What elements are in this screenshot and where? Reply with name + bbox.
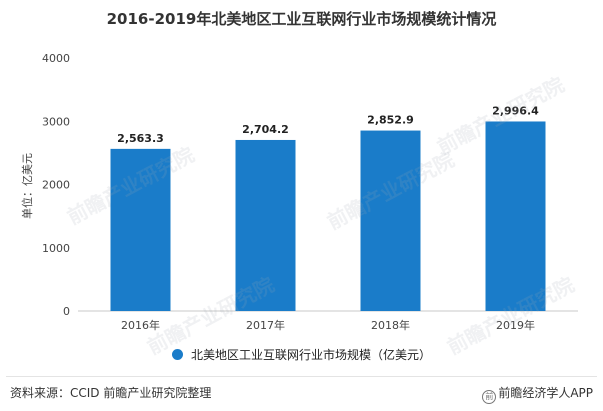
logo-icon: 前 — [482, 390, 497, 404]
source-note: 资料来源：CCID 前瞻产业研究院整理 — [10, 386, 212, 400]
data-label: 2,996.4 — [492, 104, 539, 117]
x-tick-label: 2017年 — [246, 318, 285, 332]
y-axis-label-group: 单位：亿美元 — [20, 153, 34, 219]
legend-label: 北美地区工业互联网行业市场规模（亿美元） — [190, 348, 431, 362]
y-tick-label: 0 — [63, 305, 70, 318]
data-label: 2,704.2 — [242, 123, 289, 136]
y-tick-label: 2000 — [42, 179, 70, 192]
data-label: 2,852.9 — [367, 114, 414, 127]
data-label: 2,563.3 — [117, 132, 164, 145]
y-tick-label: 3000 — [42, 115, 70, 128]
y-tick-label: 1000 — [42, 242, 70, 255]
credit: 前前瞻经济学人APP — [482, 384, 593, 404]
chart-title: 2016-2019年北美地区工业互联网行业市场规模统计情况 — [106, 10, 497, 28]
bar — [360, 130, 421, 311]
x-tick-label: 2018年 — [371, 318, 410, 332]
legend-swatch — [171, 349, 183, 360]
x-tick-label: 2016年 — [121, 318, 160, 332]
bar — [235, 139, 296, 311]
bar — [485, 121, 546, 312]
bar — [110, 148, 171, 311]
legend: 北美地区工业互联网行业市场规模（亿美元） — [0, 346, 603, 363]
x-tick-label: 2019年 — [496, 318, 535, 332]
credit-label: 前瞻经济学人APP — [498, 386, 593, 400]
footer-divider — [6, 376, 597, 377]
y-axis-label: 单位：亿美元 — [20, 153, 34, 219]
y-tick-label: 4000 — [42, 52, 70, 65]
